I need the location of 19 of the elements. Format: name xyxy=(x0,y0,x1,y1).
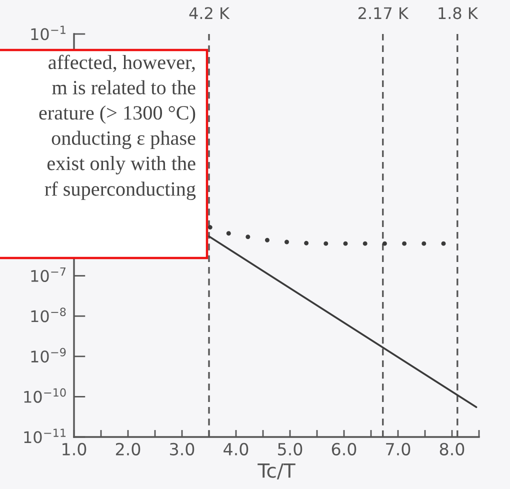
y-tick-label: 10$^{−9}$ xyxy=(31,348,66,363)
ref-line-label: 2.17 K xyxy=(358,7,409,19)
y-tick-label: 10$^{−11}$ xyxy=(24,428,66,444)
ref-line-label: 4.2 K xyxy=(189,7,230,19)
x-tick-label: 8.0 xyxy=(440,442,464,456)
y-tick-label: 10$^{−7}$ xyxy=(31,267,66,282)
ref-line-label: 1.8 K xyxy=(438,7,478,20)
x-tick-label: 7.0 xyxy=(386,442,410,456)
x-tick-label: 4.0 xyxy=(224,442,248,456)
y-tick-label: 10$^{−10}$ xyxy=(24,388,66,403)
x-axis-title: Tc/T xyxy=(258,463,296,480)
x-tick-label: 1.0 xyxy=(62,442,86,456)
y-tick-label: 10$^{−1}$ xyxy=(31,26,66,40)
x-tick-label: 2.0 xyxy=(116,442,140,456)
x-tick-label: 6.0 xyxy=(332,442,356,456)
x-tick-label: 3.0 xyxy=(170,442,194,456)
x-tick-label: 5.0 xyxy=(278,442,302,456)
annotation: affected, however, m is related to the erature (> 1300 °C) onducting ε phase exist only with the rf superconducting xyxy=(39,54,196,200)
y-tick-label: 10$^{−8}$ xyxy=(31,308,66,322)
